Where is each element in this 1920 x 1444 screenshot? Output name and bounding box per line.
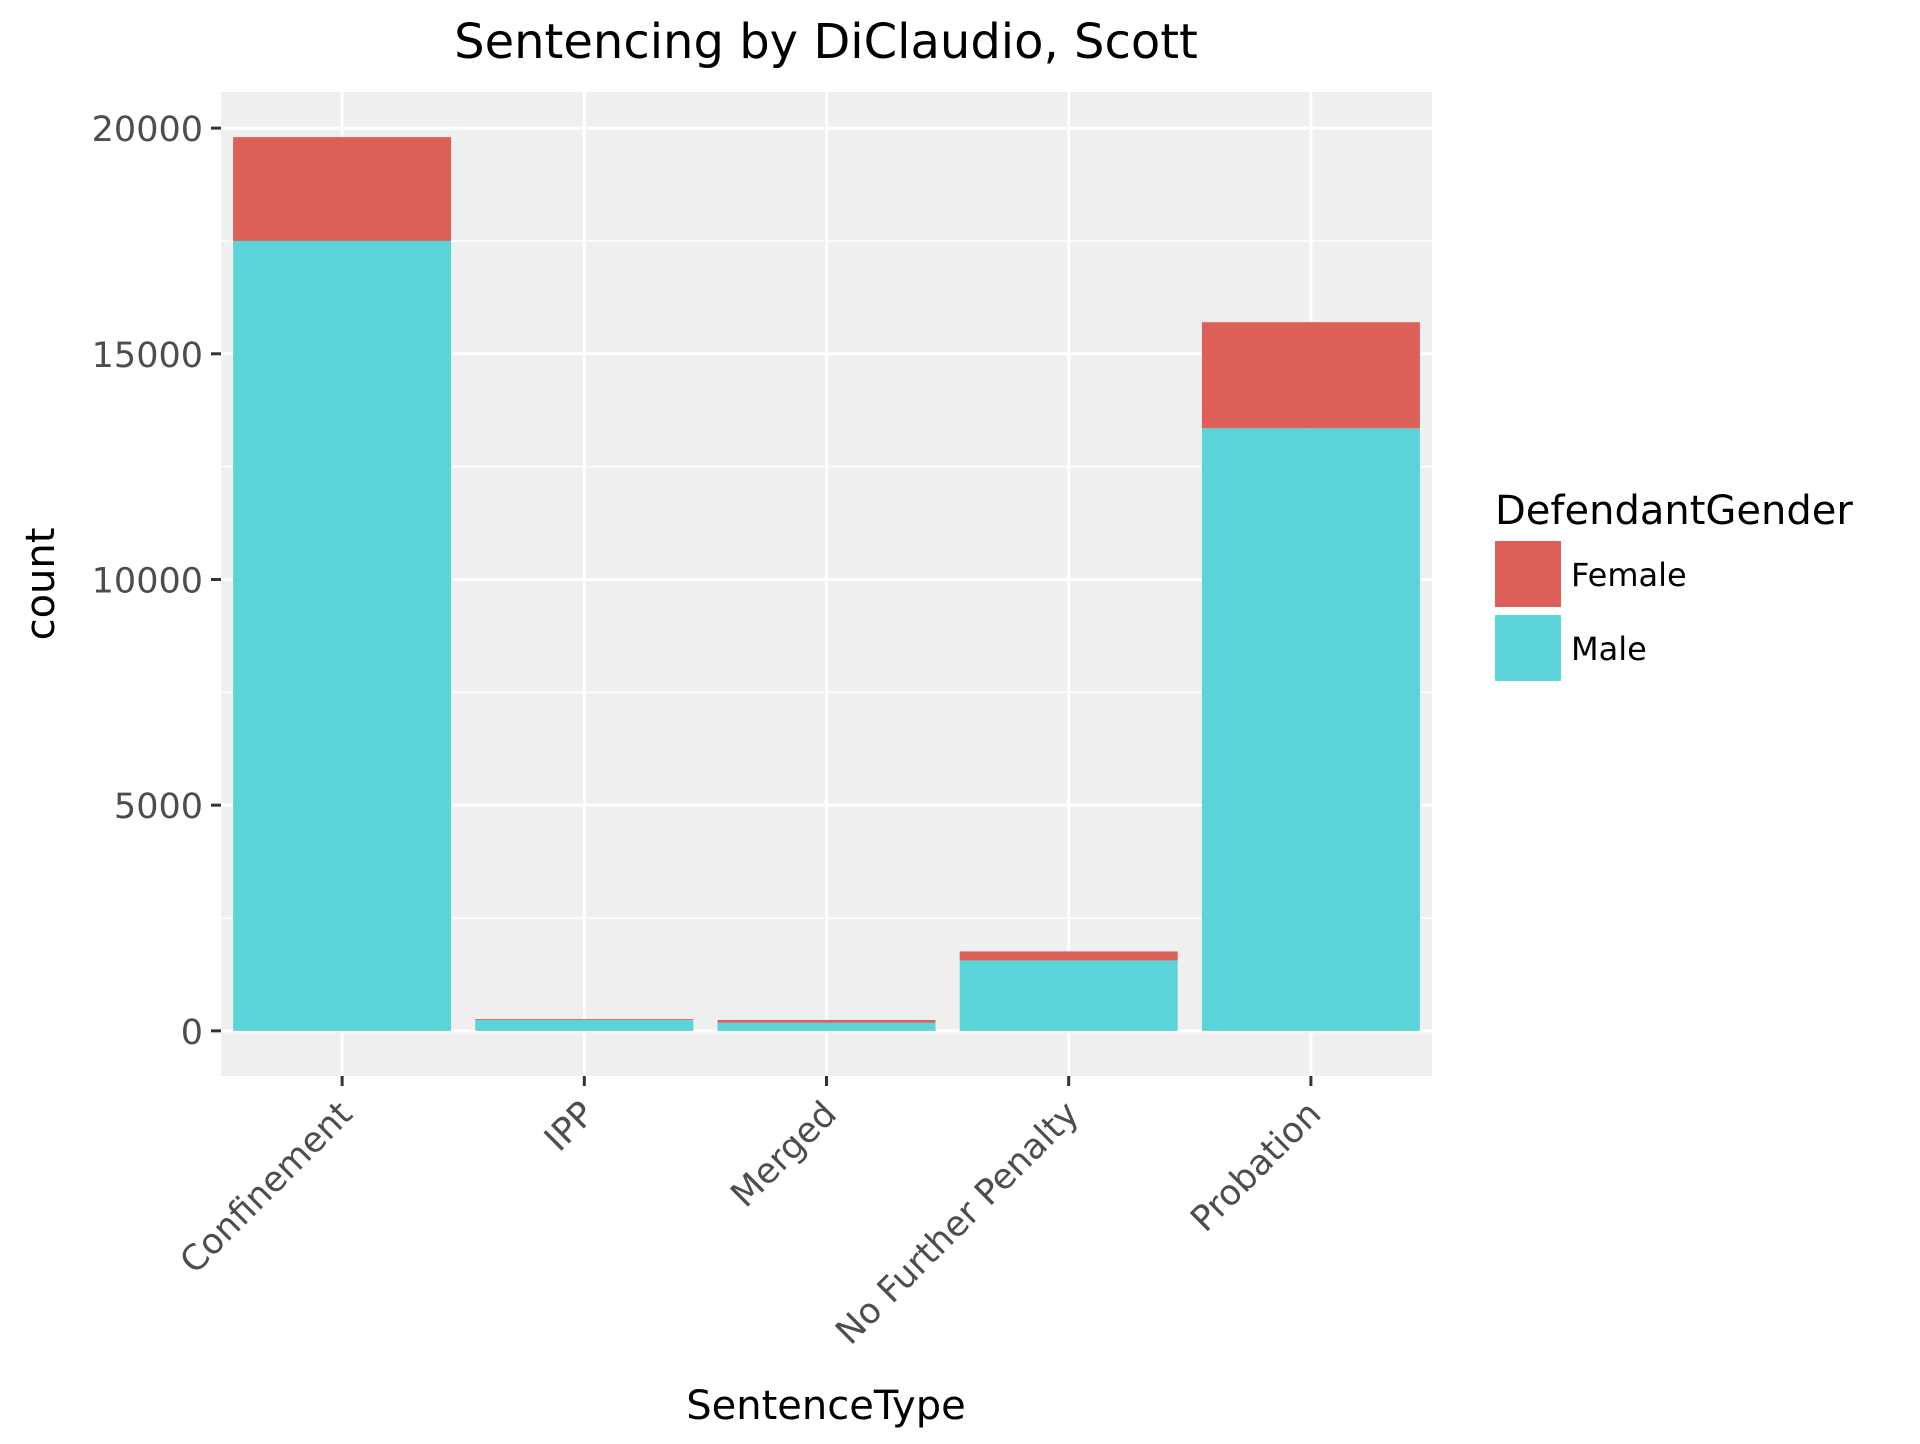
legend-label-female: Female [1571, 556, 1687, 594]
bar-female-merged [717, 1020, 936, 1023]
bar-male-merged [717, 1022, 936, 1031]
x-tick-label: Merged [724, 1094, 845, 1215]
legend: DefendantGender Female Male [1495, 488, 1853, 681]
y-tick-label: 20000 [92, 110, 203, 150]
legend-title: DefendantGender [1495, 488, 1853, 534]
x-tick-label: IPP [537, 1094, 602, 1159]
chart-title: Sentencing by DiClaudio, Scott [454, 14, 1198, 70]
bar-female-probation [1201, 322, 1420, 429]
bar-male-no-further-penalty [959, 960, 1178, 1031]
x-axis-label: SentenceType [686, 1383, 965, 1429]
bar-male-ipp [475, 1020, 694, 1031]
y-axis-label: count [18, 528, 64, 641]
y-tick-label: 10000 [92, 561, 203, 601]
y-tick-label: 0 [181, 1013, 203, 1053]
legend-key-male [1495, 615, 1561, 681]
bar-female-no-further-penalty [959, 951, 1178, 961]
bar-male-confinement [233, 240, 452, 1031]
x-tick-label: No Further Penalty [829, 1094, 1088, 1353]
bar-female-confinement [233, 137, 452, 241]
y-tick-label: 5000 [114, 787, 203, 827]
y-tick-label: 15000 [92, 336, 203, 376]
x-tick-label: Probation [1183, 1094, 1329, 1240]
bar-female-ipp [475, 1019, 694, 1021]
legend-label-male: Male [1571, 630, 1647, 668]
bars [233, 137, 1420, 1031]
bar-male-probation [1201, 428, 1420, 1031]
y-axis: 0 5000 10000 15000 20000 [92, 110, 221, 1053]
x-tick-label: Confinement [173, 1094, 361, 1282]
legend-key-female [1495, 541, 1561, 607]
